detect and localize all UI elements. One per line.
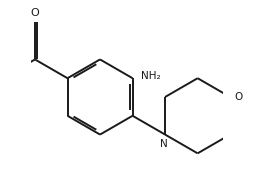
Text: O: O — [234, 92, 242, 102]
Text: O: O — [30, 8, 39, 18]
Text: N: N — [160, 139, 168, 149]
Text: NH₂: NH₂ — [141, 71, 161, 81]
